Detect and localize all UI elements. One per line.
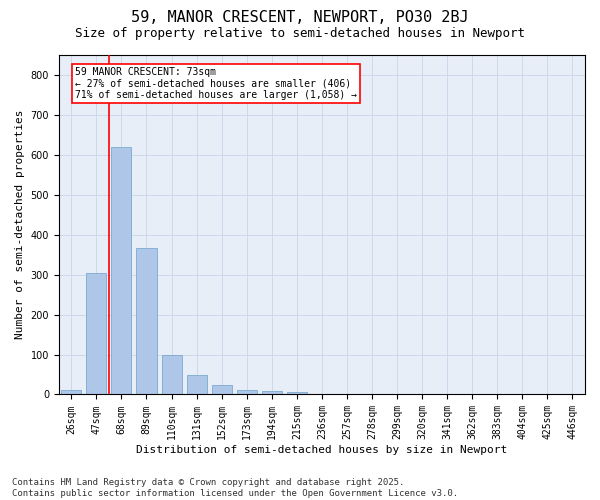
- Bar: [136, 248, 157, 394]
- Text: 59, MANOR CRESCENT, NEWPORT, PO30 2BJ: 59, MANOR CRESCENT, NEWPORT, PO30 2BJ: [131, 10, 469, 25]
- Bar: [161, 355, 182, 395]
- Bar: [187, 376, 206, 394]
- Bar: [262, 392, 282, 394]
- Bar: [212, 385, 232, 394]
- Bar: [236, 390, 257, 394]
- Bar: [61, 390, 82, 394]
- Text: Size of property relative to semi-detached houses in Newport: Size of property relative to semi-detach…: [75, 28, 525, 40]
- Text: 59 MANOR CRESCENT: 73sqm
← 27% of semi-detached houses are smaller (406)
71% of : 59 MANOR CRESCENT: 73sqm ← 27% of semi-d…: [75, 67, 357, 100]
- Bar: [86, 274, 106, 394]
- Y-axis label: Number of semi-detached properties: Number of semi-detached properties: [15, 110, 25, 340]
- Bar: [112, 148, 131, 394]
- Text: Contains HM Land Registry data © Crown copyright and database right 2025.
Contai: Contains HM Land Registry data © Crown c…: [12, 478, 458, 498]
- Bar: [287, 392, 307, 394]
- X-axis label: Distribution of semi-detached houses by size in Newport: Distribution of semi-detached houses by …: [136, 445, 508, 455]
